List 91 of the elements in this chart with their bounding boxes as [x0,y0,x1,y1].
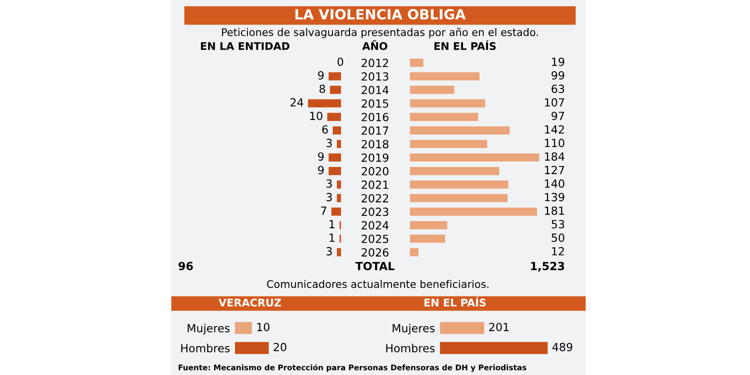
y-tick-label: 2016 [362,112,388,122]
data-label: 3 [326,138,332,148]
y-tick-label: 2015 [362,99,388,108]
x-axis-title: EN LA ENTIDAD [200,42,290,50]
bar [410,126,510,134]
text: Comunicadores actualmente beneficiarios. [267,280,488,288]
y-tick-label: 2026 [362,248,388,257]
y-tick-label: 2021 [362,180,388,189]
data-label: 142 [545,125,564,134]
bar [410,153,540,162]
text: TOTAL [355,262,394,270]
data-label: 1 [330,234,334,242]
bar [330,86,341,94]
data-label: 20 [274,342,286,352]
data-label: 181 [545,206,564,215]
data-label: 50 [552,234,564,242]
y-tick-label: Mujeres [392,324,435,335]
bar [410,234,446,243]
y-tick-label: Mujeres [188,324,230,335]
data-label: 97 [552,112,564,120]
bar [336,140,341,148]
text: Peticiones de salvaguarda presentadas por año en el estado. [222,28,538,38]
data-label: 3 [326,192,332,202]
data-label: 7 [321,206,326,215]
y-tick-label: 2017 [362,126,388,135]
chart-title: VERACRUZ [218,298,281,307]
data-label: 99 [552,71,564,80]
data-label: 53 [552,220,564,228]
text: 96 [178,262,193,270]
bar [410,248,418,256]
bar [410,140,488,148]
y-tick-label: 2020 [362,167,388,176]
bar [336,180,341,189]
bar [410,166,500,176]
chart-title: EN EL PAÍS [424,296,486,307]
y-tick-label: 2018 [362,140,388,148]
data-label: 201 [489,322,509,332]
data-label: 140 [545,179,564,188]
data-label: 9 [318,166,324,174]
bar [410,99,486,108]
bar [410,58,424,67]
data-label: 3 [326,179,332,188]
y-tick-label: 2025 [362,234,388,244]
bar [336,194,341,202]
data-label: 0 [338,58,344,66]
bar [308,99,341,108]
bar [336,248,341,256]
data-label: 107 [545,98,564,107]
data-label: 19 [552,58,564,66]
y-tick-label: 2012 [362,58,388,68]
data-label: 9 [318,71,324,80]
text: 1,523 [531,262,564,272]
y-tick-label: 2013 [362,72,388,81]
data-label: 127 [545,166,564,174]
data-label: 110 [545,138,564,148]
data-label: 6 [322,125,328,134]
bar [410,86,454,94]
y-tick-label: Hombres [386,344,435,352]
data-label: 63 [552,84,564,94]
data-label: 10 [310,112,322,120]
y-tick-label: 2014 [362,86,389,94]
bar [410,112,478,121]
bar [328,72,341,80]
data-label: 24 [290,98,304,106]
data-label: 8 [320,84,326,94]
bar [328,166,341,176]
y-tick-label: 2019 [362,153,388,162]
bar [331,208,341,216]
bar [410,180,508,189]
data-label: 489 [552,342,572,352]
y-tick-label: 2023 [362,208,388,216]
bar [327,112,341,121]
bar [410,208,538,216]
bar [328,153,341,162]
data-label: 10 [257,322,270,332]
data-label: 1 [330,220,334,228]
y-tick-label: 2024 [362,221,389,230]
data-label: 12 [552,247,564,256]
y-tick-label: 2022 [362,194,388,202]
y-tick-label: Hombres [181,344,230,352]
data-label: 9 [318,152,324,161]
data-label: 184 [545,152,564,161]
bar [332,126,341,134]
data-label: 3 [326,247,332,256]
bar [410,194,508,202]
y-axis-title: AÑO [362,40,388,50]
text: LA VIOLENCIA OBLIGA [295,9,466,20]
bar [410,221,448,230]
bar [410,72,480,80]
data-label: 139 [545,192,564,202]
x-axis-title: EN EL PAÍS [434,40,496,50]
